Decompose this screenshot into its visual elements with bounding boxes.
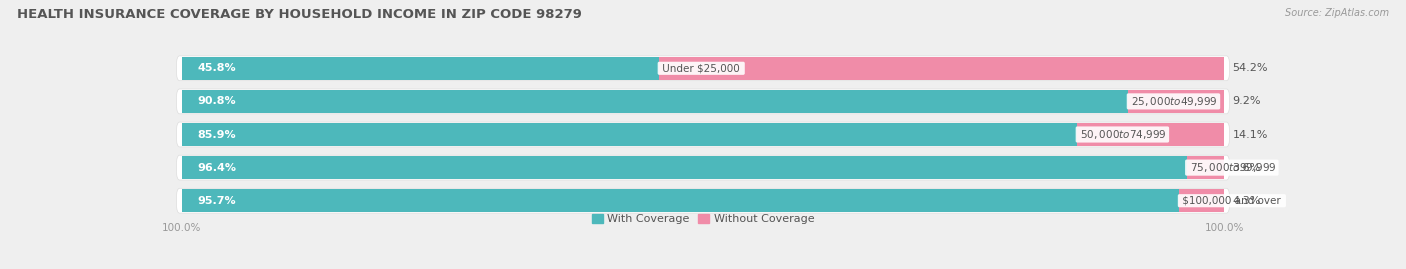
Text: 90.8%: 90.8% (197, 96, 236, 107)
Bar (181, 156, 1187, 179)
Bar (181, 123, 1077, 146)
Text: 45.8%: 45.8% (197, 63, 236, 73)
FancyBboxPatch shape (176, 122, 1230, 147)
Text: 85.9%: 85.9% (197, 129, 236, 140)
Bar (1180, 189, 1225, 212)
Text: 4.3%: 4.3% (1233, 196, 1261, 206)
Bar (1187, 156, 1225, 179)
FancyBboxPatch shape (176, 155, 1230, 180)
Text: 3.6%: 3.6% (1233, 162, 1261, 173)
Bar (1077, 123, 1225, 146)
Text: 14.1%: 14.1% (1233, 129, 1268, 140)
FancyBboxPatch shape (176, 56, 1230, 81)
FancyBboxPatch shape (176, 89, 1230, 114)
Bar (1128, 90, 1225, 113)
Text: 96.4%: 96.4% (197, 162, 236, 173)
Text: 9.2%: 9.2% (1233, 96, 1261, 107)
Text: $50,000 to $74,999: $50,000 to $74,999 (1077, 128, 1167, 141)
Legend: With Coverage, Without Coverage: With Coverage, Without Coverage (588, 210, 818, 229)
Text: $100,000 and over: $100,000 and over (1180, 196, 1284, 206)
Text: Under $25,000: Under $25,000 (659, 63, 744, 73)
Text: HEALTH INSURANCE COVERAGE BY HOUSEHOLD INCOME IN ZIP CODE 98279: HEALTH INSURANCE COVERAGE BY HOUSEHOLD I… (17, 8, 582, 21)
Text: $25,000 to $49,999: $25,000 to $49,999 (1128, 95, 1219, 108)
Text: 95.7%: 95.7% (197, 196, 236, 206)
Bar (659, 57, 1225, 80)
Bar (181, 57, 659, 80)
Text: $75,000 to $99,999: $75,000 to $99,999 (1187, 161, 1277, 174)
Text: Source: ZipAtlas.com: Source: ZipAtlas.com (1285, 8, 1389, 18)
Text: 54.2%: 54.2% (1233, 63, 1268, 73)
Bar (181, 90, 1128, 113)
FancyBboxPatch shape (176, 188, 1230, 213)
Bar (181, 189, 1180, 212)
